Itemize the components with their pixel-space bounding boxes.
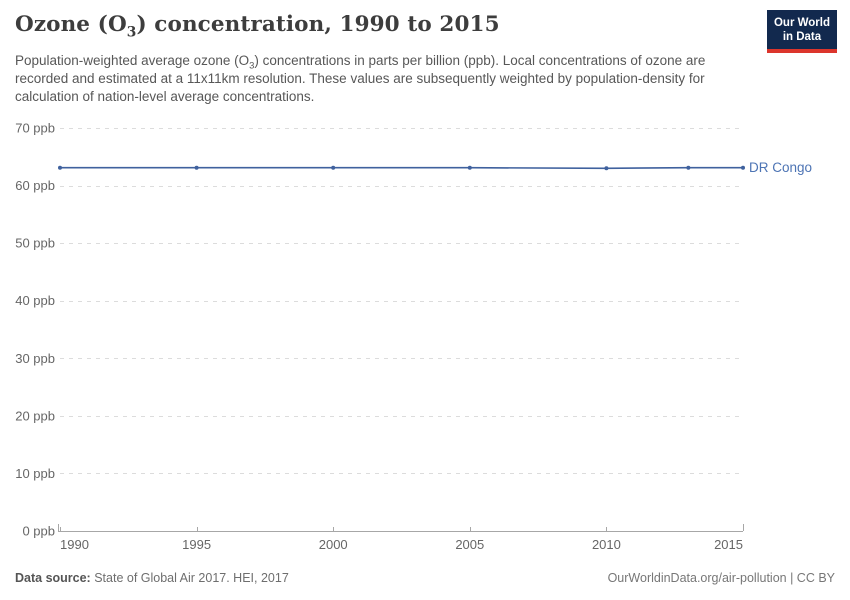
data-point[interactable]: [467, 165, 472, 170]
subtitle-text-after: ) concentrations in parts per billion (p…: [15, 53, 706, 104]
data-point[interactable]: [686, 165, 691, 170]
footer-attribution-link[interactable]: OurWorldinData.org/air-pollution | CC BY: [607, 571, 835, 585]
subtitle-subscript: 3: [249, 60, 255, 72]
chart-subtitle: Population-weighted average ozone (O3) c…: [15, 52, 715, 106]
y-tick-label: 30 ppb: [15, 351, 55, 366]
y-tick-label: 50 ppb: [15, 236, 55, 251]
y-tick-label: 10 ppb: [15, 466, 55, 481]
data-point[interactable]: [331, 165, 336, 170]
y-tick-label: 70 ppb: [15, 121, 55, 136]
x-tick-label: 2000: [319, 537, 348, 552]
subtitle-text: Population-weighted average ozone (O: [15, 53, 250, 68]
data-point[interactable]: [604, 166, 609, 171]
data-source-text: State of Global Air 2017. HEI, 2017: [90, 571, 289, 585]
y-tick-label: 40 ppb: [15, 293, 55, 308]
series-line[interactable]: [60, 166, 743, 170]
title-subscript: 3: [126, 24, 137, 41]
x-tick-label: 1995: [182, 537, 211, 552]
owid-logo[interactable]: Our World in Data: [766, 10, 837, 53]
x-tick-label: 1990: [60, 537, 89, 552]
page-title: Ozone (O3) concentration, 1990 to 2015: [15, 12, 500, 41]
data-point[interactable]: [741, 165, 745, 170]
data-point[interactable]: [58, 165, 62, 170]
title-text-after: ) concentration, 1990 to 2015: [136, 12, 500, 37]
title-text: Ozone (O: [15, 12, 127, 37]
data-source-label: Data source:: [15, 571, 91, 585]
data-point[interactable]: [194, 165, 199, 170]
x-tick-label: 2010: [592, 537, 621, 552]
footer-data-source: Data source: State of Global Air 2017. H…: [15, 571, 289, 585]
series-label[interactable]: DR Congo: [749, 160, 812, 175]
owid-logo-line2: in Data: [782, 31, 822, 44]
owid-logo-line1: Our World: [773, 17, 830, 29]
y-tick-label: 60 ppb: [15, 178, 55, 193]
x-tick-label: 2005: [455, 537, 484, 552]
y-tick-label: 0 ppb: [22, 524, 55, 539]
y-tick-label: 20 ppb: [15, 408, 55, 423]
x-tick-label: 2015: [714, 537, 743, 552]
